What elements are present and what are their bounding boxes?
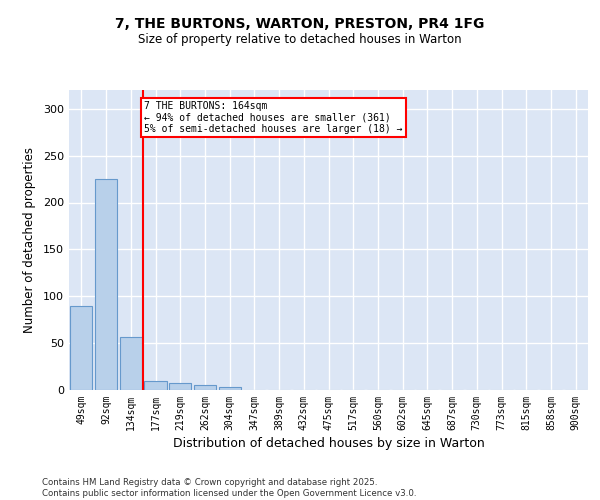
Bar (194, 386, 216, 390)
Bar (145, 380, 167, 390)
Text: Contains HM Land Registry data © Crown copyright and database right 2025.
Contai: Contains HM Land Registry data © Crown c… (42, 478, 416, 498)
Text: Size of property relative to detached houses in Warton: Size of property relative to detached ho… (138, 32, 462, 46)
Bar (95, 179, 117, 390)
Bar (169, 382, 191, 390)
X-axis label: Distribution of detached houses by size in Warton: Distribution of detached houses by size … (173, 437, 484, 450)
Text: 7, THE BURTONS, WARTON, PRESTON, PR4 1FG: 7, THE BURTONS, WARTON, PRESTON, PR4 1FG (115, 18, 485, 32)
Bar (119, 336, 142, 390)
Bar (70, 306, 92, 390)
Text: 7 THE BURTONS: 164sqm
← 94% of detached houses are smaller (361)
5% of semi-deta: 7 THE BURTONS: 164sqm ← 94% of detached … (145, 101, 403, 134)
Bar (218, 387, 241, 390)
Y-axis label: Number of detached properties: Number of detached properties (23, 147, 36, 333)
